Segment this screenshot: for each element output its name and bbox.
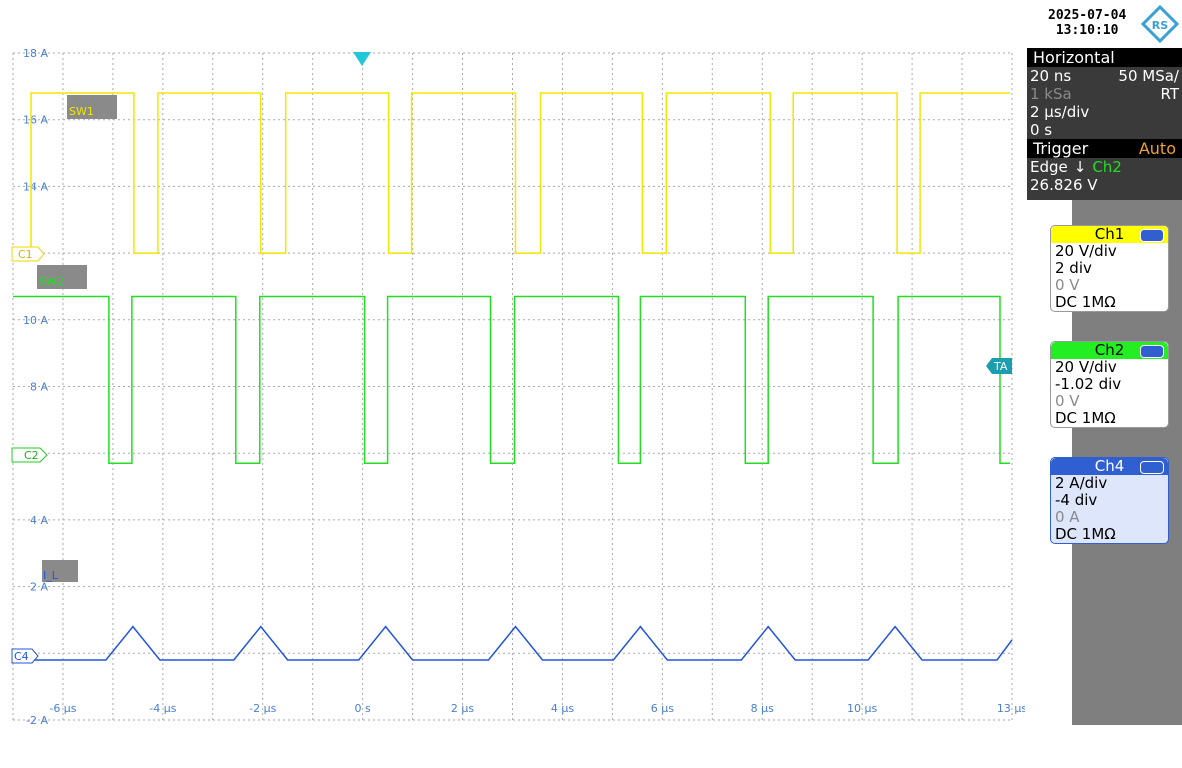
timestamp: 2025-07-04 13:10:10 [1048,8,1126,38]
resolution: 20 ns [1030,67,1072,85]
trigger-type: Edge [1030,158,1068,176]
ch1-title: Ch1 [1051,226,1168,243]
y-tick-label: -2 A [26,714,48,727]
ch1-coupling: DC 1MΩ [1055,293,1116,311]
x-tick-label: -6 µs [49,702,76,715]
acq-mode: RT [1160,85,1180,103]
time-scale: 2 µs/div [1030,103,1090,121]
ch2-level: 0 V [1055,392,1080,410]
sw2-label: SW2 [39,275,64,288]
x-tick-label: 13 µs [997,702,1025,715]
info-panel: Horizontal 20 ns 50 MSa/ 1 kSa RT 2 µs/div… [1027,48,1182,200]
y-tick-label: 14 A [23,180,48,193]
ch1-offset: 2 div [1055,259,1092,277]
ch4-scale: 2 A/div [1055,474,1108,492]
y-tick-label: 10 A [23,314,48,327]
time-position: 0 s [1030,121,1053,139]
ch1-scale: 20 V/div [1055,242,1117,260]
sw2-tag: SW2 [37,265,87,289]
sw1-tag: SW1 [67,95,117,119]
ch4-box[interactable]: Ch4 2 A/div -4 div 0 A DC 1MΩ [1050,457,1169,544]
trace [13,295,1010,464]
ch2-coupling: DC 1MΩ [1055,409,1116,427]
trigger-level: 26.826 V [1030,176,1098,194]
il-tag: I_L [42,560,78,582]
x-tick-label: 8 µs [751,702,774,715]
ch1-level: 0 V [1055,276,1080,294]
ch2-title: Ch2 [1051,342,1168,359]
ch4-coupling: DC 1MΩ [1055,525,1116,543]
il-label: I_L [43,569,59,582]
trigger-position [353,52,371,66]
sw1-label: SW1 [69,105,94,118]
ch2-offset: -1.02 div [1055,375,1122,393]
y-tick-label: 4 A [30,514,48,527]
ch2-scale: 20 V/div [1055,358,1117,376]
c4-label: C4 [14,650,29,663]
c1-marker: C1 [11,246,45,262]
date: 2025-07-04 [1048,8,1127,23]
y-tick-label: 18 A [23,47,48,60]
y-tick-label: 8 A [30,381,48,394]
x-tick-label: 4 µs [551,702,574,715]
c2-label: C2 [24,449,39,462]
x-tick-label: -4 µs [149,702,176,715]
trace [13,625,1013,661]
ch2-box[interactable]: Ch2 20 V/div -1.02 div 0 V DC 1MΩ [1050,341,1169,428]
horizontal-title: Horizontal [1027,48,1182,67]
x-tick-label: 10 µs [847,702,877,715]
ch1-box[interactable]: Ch1 20 V/div 2 div 0 V DC 1MΩ [1050,225,1169,312]
logo: RS [1140,4,1180,44]
record-length: 1 kSa [1030,85,1072,103]
waveform-area: -2 A 2 A 4 A 8 A 10 A 14 A 16 A 18 A -6 µs -4 µs -… [11,47,1025,727]
sample-rate: 50 MSa/ [1118,67,1179,85]
c1-label: C1 [18,248,33,261]
c4-marker: C4 [11,648,39,664]
trigger-level-marker: TA [986,358,1012,374]
y-tick-label: 16 A [23,114,48,127]
c2-marker: C2 [11,447,48,463]
x-tick-label: 2 µs [451,702,474,715]
trigger-mode: Auto [1138,139,1176,158]
time: 13:10:10 [1055,23,1119,38]
ch4-level: 0 A [1055,508,1080,526]
ch4-offset: -4 div [1055,491,1098,509]
x-tick-label: 0 s [355,702,371,715]
trigger-source: Ch2 [1092,158,1122,176]
ch4-title: Ch4 [1051,458,1168,475]
x-tick-label: -2 µs [249,702,276,715]
trigger-level-label: TA [993,360,1008,373]
x-tick-label: 6 µs [651,702,674,715]
y-tick-label: 2 A [30,581,48,594]
trace [30,92,1010,254]
svg-text:RS: RS [1152,19,1168,32]
trigger-title: Trigger [1033,139,1089,158]
